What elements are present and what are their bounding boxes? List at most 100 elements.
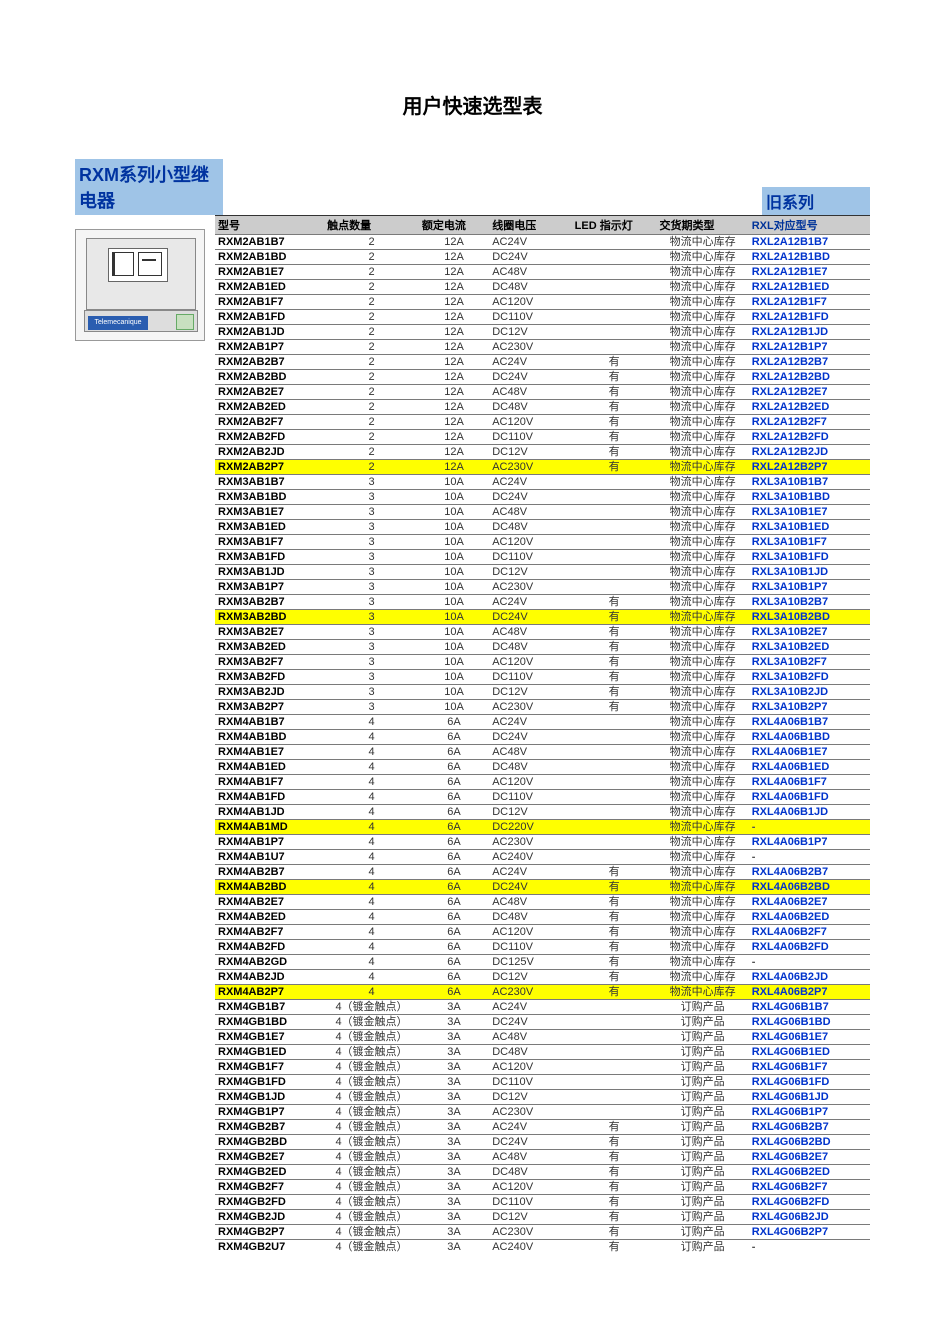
cell-rxl-link[interactable]: RXL4A06B2FD — [749, 940, 870, 955]
cell-rxl-link[interactable]: RXL3A10B1P7 — [749, 580, 870, 595]
cell-model: RXM4AB1P7 — [215, 835, 324, 850]
cell-rxl-link[interactable]: RXL4A06B1BD — [749, 730, 870, 745]
cell-contact: 4（镀金触点） — [324, 1015, 419, 1030]
cell-rxl-link[interactable]: RXL4G06B2FD — [749, 1195, 870, 1210]
cell-rxl-link[interactable]: RXL2A12B2F7 — [749, 415, 870, 430]
cell-rxl-link[interactable]: RXL4A06B1E7 — [749, 745, 870, 760]
table-row: RXM4GB1P74（镀金触点）3AAC230V订购产品RXL4G06B1P7 — [215, 1105, 870, 1120]
cell-rxl-link[interactable]: RXL4G06B1JD — [749, 1090, 870, 1105]
cell-rxl-link[interactable]: RXL2A12B1P7 — [749, 340, 870, 355]
cell-contact: 3 — [324, 610, 419, 625]
cell-contact: 4（镀金触点） — [324, 1195, 419, 1210]
cell-contact: 2 — [324, 340, 419, 355]
cell-rxl-link[interactable]: RXL4G06B2F7 — [749, 1180, 870, 1195]
cell-rxl-link[interactable]: RXL3A10B1E7 — [749, 505, 870, 520]
cell-led — [572, 235, 657, 250]
table-row: RXM4GB2BD4（镀金触点）3ADC24V有订购产品RXL4G06B2BD — [215, 1135, 870, 1150]
cell-contact: 2 — [324, 355, 419, 370]
cell-voltage: AC230V — [489, 985, 571, 1000]
col-delivery: 交货期类型 — [657, 216, 749, 235]
cell-rxl-link[interactable]: RXL2A12B1JD — [749, 325, 870, 340]
cell-rxl-link[interactable]: RXL4G06B1P7 — [749, 1105, 870, 1120]
cell-rxl-link[interactable]: RXL3A10B2BD — [749, 610, 870, 625]
cell-rxl-link[interactable]: RXL2A12B1F7 — [749, 295, 870, 310]
cell-rxl-link[interactable]: RXL2A12B2BD — [749, 370, 870, 385]
cell-rxl-link[interactable]: RXL3A10B2E7 — [749, 625, 870, 640]
cell-rxl-link[interactable]: RXL4G06B2P7 — [749, 1225, 870, 1240]
cell-rxl-link[interactable]: RXL2A12B2E7 — [749, 385, 870, 400]
cell-voltage: DC12V — [489, 565, 571, 580]
cell-rxl-link[interactable]: RXL2A12B1ED — [749, 280, 870, 295]
cell-model: RXM4AB1FD — [215, 790, 324, 805]
cell-model: RXM4AB1E7 — [215, 745, 324, 760]
cell-voltage: AC230V — [489, 340, 571, 355]
cell-rxl-link[interactable]: RXL2A12B2B7 — [749, 355, 870, 370]
cell-voltage: DC24V — [489, 730, 571, 745]
cell-rxl-link[interactable]: RXL4G06B2E7 — [749, 1150, 870, 1165]
cell-rxl-link[interactable]: RXL4G06B2BD — [749, 1135, 870, 1150]
cell-rxl-link[interactable]: RXL4A06B2BD — [749, 880, 870, 895]
cell-contact: 4（镀金触点） — [324, 1165, 419, 1180]
cell-led: 有 — [572, 1210, 657, 1225]
cell-rxl-link[interactable]: RXL4G06B2JD — [749, 1210, 870, 1225]
cell-rxl-link[interactable]: RXL4G06B1BD — [749, 1015, 870, 1030]
cell-model: RXM3AB2JD — [215, 685, 324, 700]
cell-rxl-link[interactable]: RXL4G06B1FD — [749, 1075, 870, 1090]
cell-delivery: 订购产品 — [657, 1075, 749, 1090]
cell-current: 6A — [419, 925, 489, 940]
cell-model: RXM4AB2BD — [215, 880, 324, 895]
cell-rxl-link[interactable]: RXL3A10B1ED — [749, 520, 870, 535]
cell-rxl-link[interactable]: RXL3A10B2F7 — [749, 655, 870, 670]
cell-rxl-link[interactable]: RXL3A10B1F7 — [749, 535, 870, 550]
cell-rxl-link[interactable]: RXL2A12B2P7 — [749, 460, 870, 475]
cell-rxl-link[interactable]: RXL2A12B1BD — [749, 250, 870, 265]
cell-rxl-link[interactable]: RXL2A12B2JD — [749, 445, 870, 460]
cell-rxl-link[interactable]: RXL4A06B2ED — [749, 910, 870, 925]
cell-model: RXM4AB1MD — [215, 820, 324, 835]
cell-rxl-link[interactable]: RXL4G06B2B7 — [749, 1120, 870, 1135]
cell-rxl-link[interactable]: RXL4G06B1E7 — [749, 1030, 870, 1045]
cell-rxl-link[interactable]: RXL2A12B2ED — [749, 400, 870, 415]
cell-rxl-link[interactable]: RXL4A06B1F7 — [749, 775, 870, 790]
cell-rxl-link[interactable]: RXL3A10B1JD — [749, 565, 870, 580]
cell-rxl-link[interactable]: RXL3A10B1FD — [749, 550, 870, 565]
cell-rxl-link[interactable]: RXL3A10B2B7 — [749, 595, 870, 610]
cell-rxl-link[interactable]: RXL4A06B1FD — [749, 790, 870, 805]
cell-model: RXM4GB2FD — [215, 1195, 324, 1210]
cell-rxl-link[interactable]: RXL4A06B2F7 — [749, 925, 870, 940]
table-row: RXM4GB2E74（镀金触点）3AAC48V有订购产品RXL4G06B2E7 — [215, 1150, 870, 1165]
cell-rxl-link[interactable]: RXL3A10B1BD — [749, 490, 870, 505]
cell-rxl-link[interactable]: RXL4A06B1P7 — [749, 835, 870, 850]
cell-rxl-link[interactable]: RXL4G06B1ED — [749, 1045, 870, 1060]
cell-delivery: 物流中心库存 — [657, 925, 749, 940]
cell-rxl-link[interactable]: RXL2A12B1E7 — [749, 265, 870, 280]
cell-voltage: AC230V — [489, 1225, 571, 1240]
cell-delivery: 物流中心库存 — [657, 745, 749, 760]
cell-model: RXM2AB2P7 — [215, 460, 324, 475]
cell-rxl-link[interactable]: RXL3A10B2JD — [749, 685, 870, 700]
cell-rxl-link[interactable]: RXL3A10B1B7 — [749, 475, 870, 490]
cell-rxl-link[interactable]: RXL4A06B2B7 — [749, 865, 870, 880]
cell-rxl-link[interactable]: RXL3A10B2FD — [749, 670, 870, 685]
cell-rxl-link[interactable]: RXL4A06B2P7 — [749, 985, 870, 1000]
cell-rxl-link[interactable]: RXL4A06B1ED — [749, 760, 870, 775]
cell-led — [572, 1045, 657, 1060]
col-rxl: RXL对应型号 — [749, 216, 870, 235]
cell-rxl-link[interactable]: RXL3A10B2ED — [749, 640, 870, 655]
cell-rxl-link[interactable]: RXL4G06B2ED — [749, 1165, 870, 1180]
cell-rxl-link[interactable]: RXL4A06B1JD — [749, 805, 870, 820]
cell-rxl-link[interactable]: RXL2A12B2FD — [749, 430, 870, 445]
cell-contact: 4 — [324, 910, 419, 925]
cell-rxl-link[interactable]: RXL3A10B2P7 — [749, 700, 870, 715]
cell-rxl-link[interactable]: RXL2A12B1FD — [749, 310, 870, 325]
cell-rxl-link[interactable]: RXL4A06B1B7 — [749, 715, 870, 730]
cell-rxl-link[interactable]: RXL4A06B2E7 — [749, 895, 870, 910]
cell-rxl-link[interactable]: RXL4G06B1B7 — [749, 1000, 870, 1015]
cell-delivery: 物流中心库存 — [657, 595, 749, 610]
cell-led — [572, 1075, 657, 1090]
cell-rxl-link[interactable]: RXL2A12B1B7 — [749, 235, 870, 250]
cell-rxl-link[interactable]: RXL4G06B1F7 — [749, 1060, 870, 1075]
cell-contact: 4（镀金触点） — [324, 1030, 419, 1045]
cell-rxl-link[interactable]: RXL4A06B2JD — [749, 970, 870, 985]
cell-contact: 3 — [324, 505, 419, 520]
